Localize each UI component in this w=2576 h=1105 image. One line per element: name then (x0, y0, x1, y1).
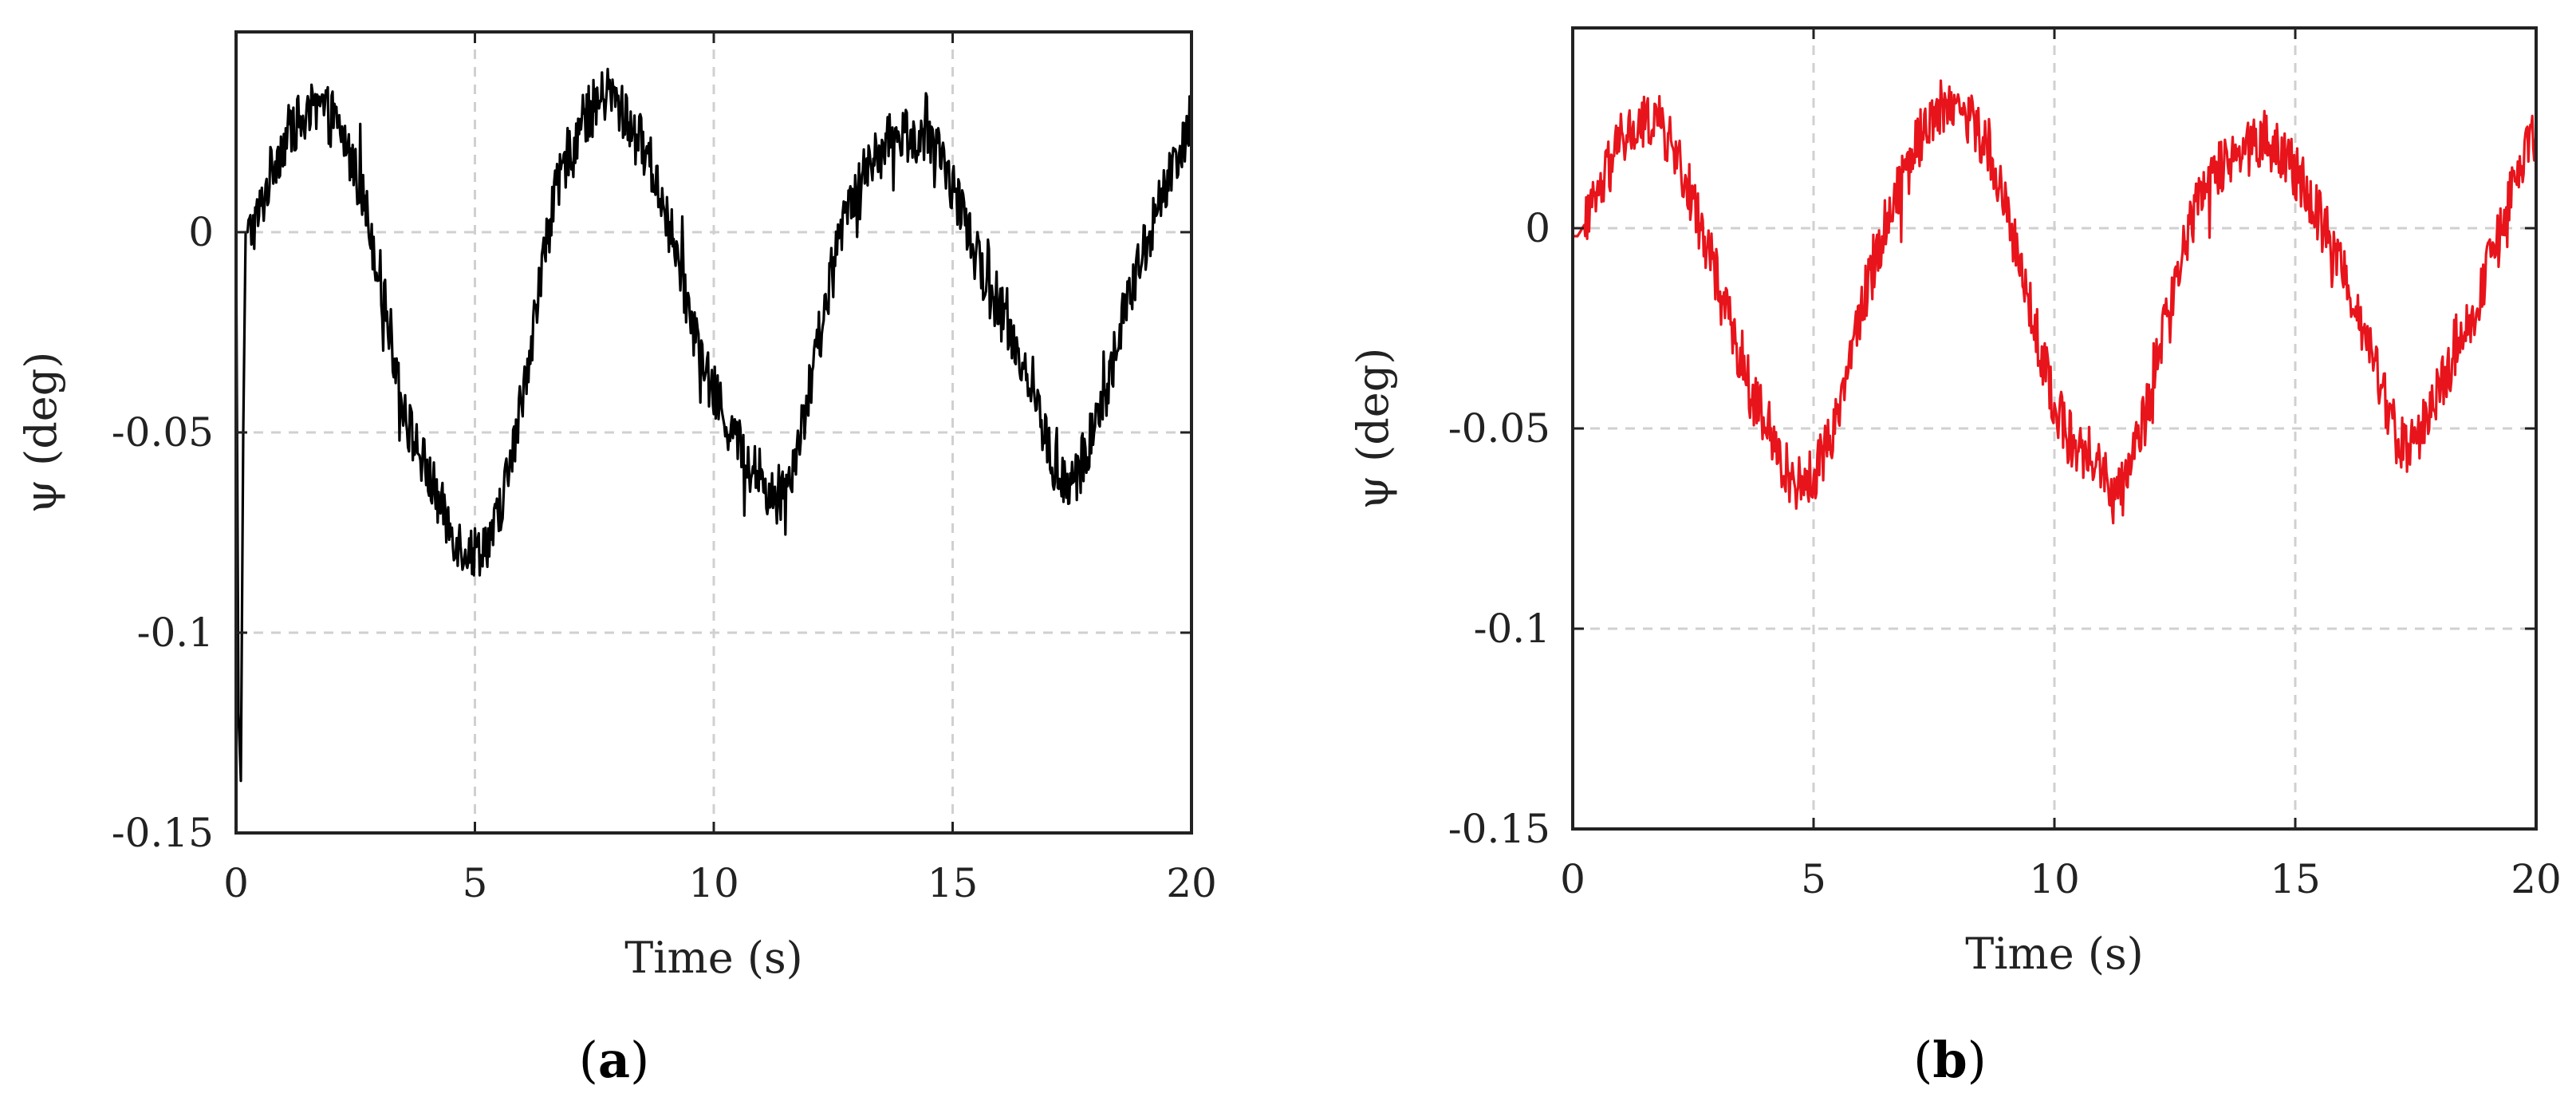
y-axis-label: ψ (deg) (1348, 348, 1398, 510)
y-tick-label: 0 (1525, 205, 1550, 251)
x-tick-label: 10 (688, 860, 739, 906)
x-axis-label: Time (s) (624, 933, 802, 983)
y-tick-label: -0.15 (112, 810, 214, 856)
x-axis-label: Time (s) (1965, 929, 2143, 979)
y-axis-label: ψ (deg) (16, 352, 66, 514)
x-tick-label: 10 (2029, 856, 2080, 902)
y-tick-label: 0 (188, 209, 214, 255)
x-tick-label: 5 (463, 860, 488, 906)
y-tick-label: -0.1 (137, 610, 214, 656)
panel-label: (b) (1913, 1031, 1987, 1089)
y-tick-label: -0.05 (1448, 405, 1550, 452)
x-tick-label: 15 (928, 860, 979, 906)
series-line (1572, 79, 2538, 525)
panel-label: (a) (579, 1031, 650, 1089)
x-tick-label: 20 (2511, 856, 2562, 902)
x-tick-label: 5 (1801, 856, 1826, 902)
y-tick-label: -0.15 (1448, 806, 1550, 852)
x-tick-label: 20 (1166, 860, 1217, 906)
x-tick-label: 0 (1560, 856, 1585, 902)
x-tick-label: 15 (2270, 856, 2321, 902)
chart-panel-b: 0 5 10 15 20 -0.15 -0.1 -0.05 0 Time (s) ψ (deg) (b… (1348, 26, 2562, 1089)
chart-panel-a: 0 5 10 15 20 -0.15 -0.1 -0.05 0 Time (s) ψ (deg) (a… (16, 30, 1217, 1089)
y-tick-label: -0.1 (1474, 606, 1550, 652)
series-line (234, 67, 1193, 783)
y-tick-label: -0.05 (112, 409, 214, 456)
x-tick-label: 0 (223, 860, 249, 906)
